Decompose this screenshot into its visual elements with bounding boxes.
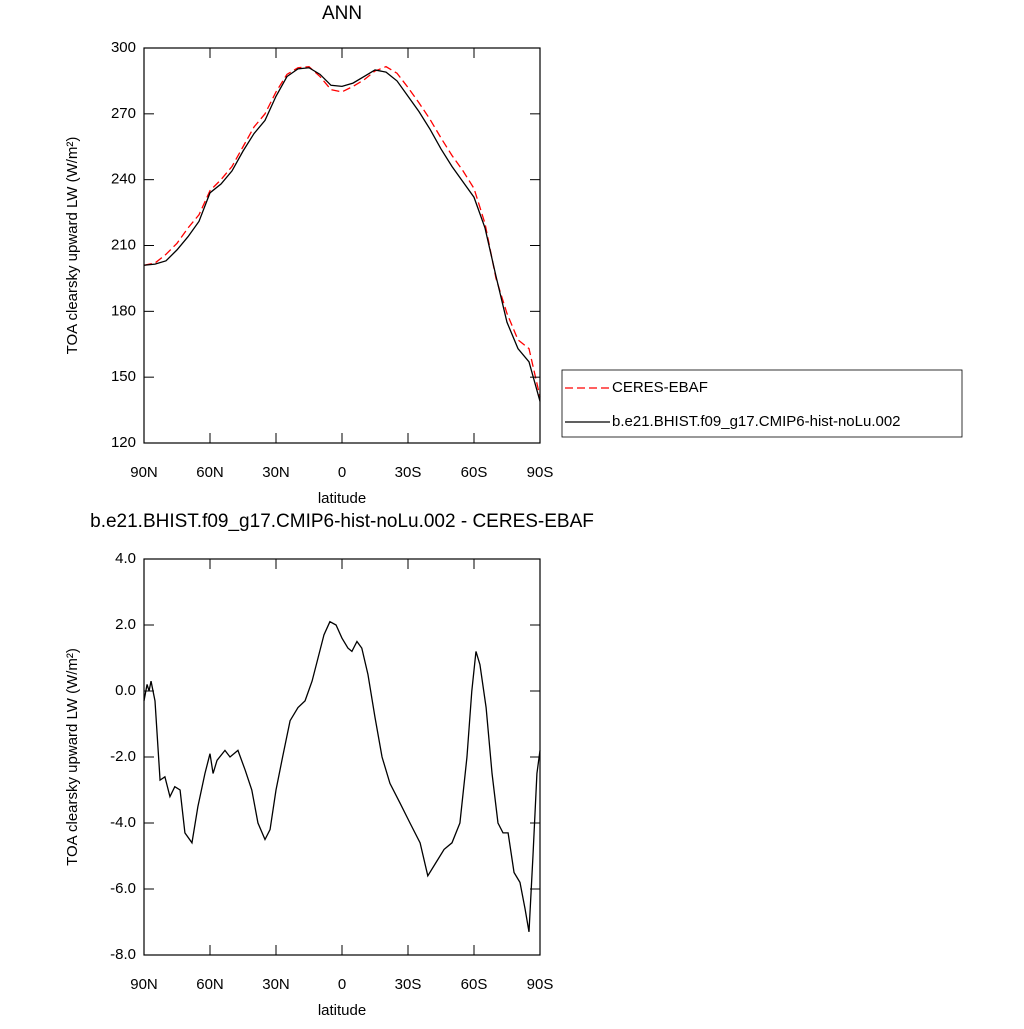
x-tick-label: 30S xyxy=(395,464,422,481)
x-tick-label: 30S xyxy=(395,976,422,993)
plot-frame xyxy=(143,47,541,444)
x-tick-label: 90S xyxy=(527,976,554,993)
y-tick-label: 0.0 xyxy=(115,682,136,699)
data-line xyxy=(143,65,541,398)
data-line xyxy=(143,67,541,402)
x-axis-label: latitude xyxy=(318,490,366,507)
x-tick-label: 30N xyxy=(262,464,290,481)
x-tick-label: 60N xyxy=(196,464,224,481)
legend-label: CERES-EBAF xyxy=(612,379,708,396)
plot-frame xyxy=(143,558,541,956)
y-tick-label: -8.0 xyxy=(110,946,136,963)
x-tick-label: 90N xyxy=(130,464,158,481)
x-axis-label: latitude xyxy=(318,1002,366,1019)
y-tick-label: -6.0 xyxy=(110,880,136,897)
y-tick-label: 120 xyxy=(111,434,136,451)
x-tick-label: 90N xyxy=(130,976,158,993)
y-tick-label: 2.0 xyxy=(115,616,136,633)
x-tick-label: 90S xyxy=(527,464,554,481)
x-tick-label: 60N xyxy=(196,976,224,993)
y-tick-label: 180 xyxy=(111,302,136,319)
x-tick-label: 30N xyxy=(262,976,290,993)
y-tick-label: 240 xyxy=(111,171,136,188)
y-axis-label: TOA clearsky upward LW (W/m²) xyxy=(64,137,81,355)
y-tick-label: 270 xyxy=(111,105,136,122)
x-tick-label: 0 xyxy=(338,464,346,481)
chart-title: ANN xyxy=(322,3,362,24)
data-line xyxy=(143,620,541,933)
x-tick-label: 60S xyxy=(461,976,488,993)
chart-title: b.e21.BHIST.f09_g17.CMIP6-hist-noLu.002 … xyxy=(90,511,594,532)
y-tick-label: -2.0 xyxy=(110,748,136,765)
y-tick-label: 300 xyxy=(111,39,136,56)
y-tick-label: -4.0 xyxy=(110,814,136,831)
y-axis-label: TOA clearsky upward LW (W/m²) xyxy=(64,648,81,866)
legend-box xyxy=(561,369,963,438)
y-tick-label: 4.0 xyxy=(115,550,136,567)
x-tick-label: 60S xyxy=(461,464,488,481)
legend-label: b.e21.BHIST.f09_g17.CMIP6-hist-noLu.002 xyxy=(612,413,901,430)
x-tick-label: 0 xyxy=(338,976,346,993)
y-tick-label: 150 xyxy=(111,368,136,385)
y-tick-label: 210 xyxy=(111,236,136,253)
